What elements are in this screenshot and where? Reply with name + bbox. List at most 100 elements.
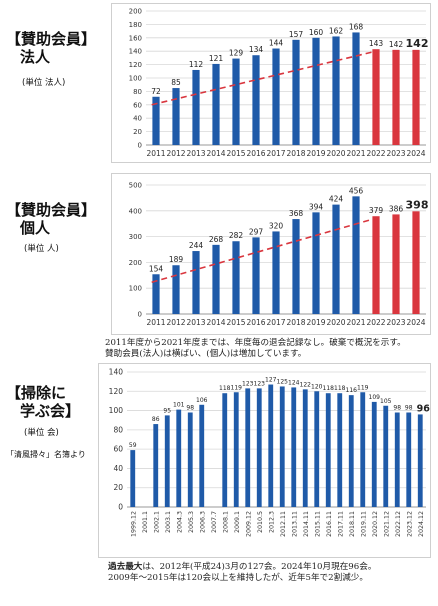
unit-label: (単位 人) bbox=[24, 244, 59, 254]
bar bbox=[332, 204, 340, 314]
bar bbox=[232, 58, 240, 145]
data-label: 123 bbox=[242, 380, 254, 387]
data-label: 118 bbox=[323, 385, 335, 392]
section-corporate-label: 【賛助会員】 法人 (単位 法人) bbox=[6, 30, 96, 88]
y-tick-label: 100 bbox=[129, 75, 142, 83]
y-tick-label: 140 bbox=[129, 48, 142, 56]
data-label: 398 bbox=[406, 198, 429, 211]
x-tick-label: 2020.12 bbox=[372, 511, 379, 537]
bar bbox=[212, 63, 220, 145]
x-tick-label: 2013 bbox=[186, 318, 205, 327]
bar bbox=[164, 415, 170, 507]
data-label: 112 bbox=[189, 60, 204, 69]
x-tick-label: 2015 bbox=[226, 149, 245, 158]
data-label: 109 bbox=[369, 394, 381, 401]
x-tick-label: 2012 bbox=[166, 318, 185, 327]
data-label: 98 bbox=[405, 405, 413, 412]
x-tick-label: 2017 bbox=[266, 149, 285, 158]
bar bbox=[256, 388, 262, 507]
x-tick-label: 2020 bbox=[326, 318, 345, 327]
bar bbox=[152, 274, 160, 314]
x-tick-label: 2024 bbox=[406, 149, 425, 158]
bar bbox=[337, 393, 343, 507]
bar bbox=[232, 241, 240, 314]
y-tick-label: 140 bbox=[109, 368, 124, 377]
section-groups-label: 【掃除に 学ぶ会】 (単位 会) 「清風掃々」名簿より bbox=[6, 384, 86, 460]
x-tick-label: 2009.12 bbox=[245, 511, 252, 537]
source-label: 「清風掃々」名簿より bbox=[6, 450, 86, 459]
x-tick-label: 2010.5 bbox=[257, 511, 264, 533]
y-tick-label: 300 bbox=[129, 233, 142, 241]
bar bbox=[292, 219, 300, 314]
data-label: 142 bbox=[406, 37, 429, 50]
y-tick-label: 200 bbox=[129, 259, 142, 267]
data-label: 297 bbox=[249, 227, 264, 236]
y-tick-label: 400 bbox=[129, 207, 142, 215]
data-label: 125 bbox=[277, 378, 289, 385]
data-label: 120 bbox=[311, 383, 323, 390]
y-tick-label: 0 bbox=[138, 142, 142, 150]
y-tick-label: 100 bbox=[109, 406, 124, 415]
data-label: 98 bbox=[186, 405, 194, 412]
bar bbox=[176, 409, 182, 507]
y-tick-label: 100 bbox=[129, 285, 142, 293]
bar bbox=[152, 96, 160, 145]
bar bbox=[406, 412, 412, 507]
bar bbox=[302, 389, 308, 507]
y-tick-label: 80 bbox=[113, 425, 123, 434]
bar bbox=[233, 392, 239, 507]
x-tick-label: 2015 bbox=[226, 318, 245, 327]
bar bbox=[187, 412, 193, 507]
y-tick-label: 160 bbox=[129, 34, 142, 42]
data-label: 86 bbox=[152, 416, 160, 423]
section-subtitle: 学ぶ会】 bbox=[20, 402, 81, 420]
bar bbox=[312, 37, 320, 145]
x-tick-label: 2012 bbox=[166, 149, 185, 158]
note-line: 賛助会員(法人)は横ばい、(個人)は増加しています。 bbox=[105, 349, 307, 359]
data-label: 118 bbox=[334, 385, 346, 392]
x-tick-label: 2014 bbox=[206, 149, 225, 158]
data-label: 386 bbox=[389, 204, 404, 213]
data-label: 129 bbox=[229, 49, 244, 58]
x-tick-label: 1999.12 bbox=[130, 511, 137, 537]
x-tick-label: 2011 bbox=[146, 318, 165, 327]
x-tick-label: 2021.12 bbox=[383, 511, 390, 537]
data-label: 142 bbox=[389, 40, 404, 49]
y-tick-label: 500 bbox=[129, 182, 142, 190]
data-label: 154 bbox=[149, 264, 164, 273]
data-label: 72 bbox=[151, 87, 161, 96]
bar bbox=[212, 244, 220, 314]
y-tick-label: 40 bbox=[113, 464, 123, 473]
data-label: 189 bbox=[169, 255, 184, 264]
x-tick-label: 2015.11 bbox=[314, 511, 321, 537]
x-tick-label: 2019 bbox=[306, 149, 325, 158]
x-tick-label: 2011 bbox=[146, 149, 165, 158]
section-title: 【賛助会員】 bbox=[6, 30, 97, 48]
data-label: 96 bbox=[417, 403, 430, 414]
x-tick-label: 2005.3 bbox=[188, 511, 195, 533]
bar bbox=[245, 388, 251, 507]
bar bbox=[352, 32, 360, 145]
groups-note: 過去最大は、2012年(平成24)3月の127会。2024年10月現在96会。 … bbox=[108, 562, 376, 584]
data-label: 282 bbox=[229, 231, 244, 240]
bar bbox=[172, 265, 180, 314]
x-tick-label: 2018 bbox=[286, 149, 305, 158]
data-label: 123 bbox=[254, 380, 266, 387]
bar bbox=[312, 212, 320, 314]
bar bbox=[417, 414, 423, 507]
data-label: 85 bbox=[171, 78, 181, 87]
bar bbox=[392, 49, 400, 145]
data-label: 244 bbox=[189, 241, 204, 250]
x-tick-label: 2012.3 bbox=[268, 511, 275, 533]
x-tick-label: 2012.11 bbox=[280, 511, 287, 537]
bar bbox=[279, 386, 285, 507]
x-tick-label: 2018.11 bbox=[349, 511, 356, 537]
bar bbox=[272, 48, 280, 145]
x-tick-label: 2019 bbox=[306, 318, 325, 327]
x-tick-label: 2016 bbox=[246, 149, 265, 158]
y-tick-label: 60 bbox=[113, 445, 123, 454]
section-title: 【賛助会員】 bbox=[6, 201, 97, 219]
x-tick-label: 2019.11 bbox=[360, 511, 367, 537]
x-tick-label: 2022 bbox=[366, 149, 385, 158]
bar bbox=[372, 49, 380, 145]
